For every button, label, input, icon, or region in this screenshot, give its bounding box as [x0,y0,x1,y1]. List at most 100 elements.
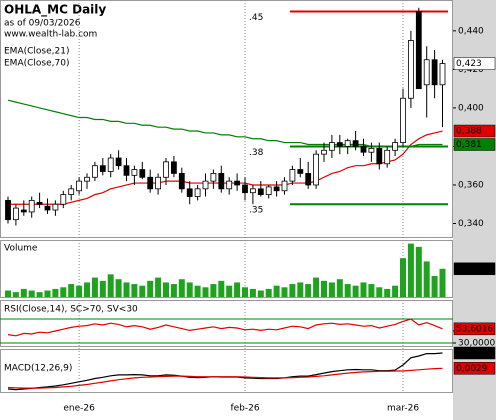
volume-bar [313,277,320,297]
rsi-frame [0,300,453,347]
level-label: .35 [249,206,263,216]
candle-body [431,59,438,86]
volume-bar [155,277,162,297]
candle-body [68,188,75,196]
value-box [453,346,496,360]
volume-bar [344,284,351,297]
y-tick-label: 0,420 [458,65,484,75]
volume-bar [328,282,335,297]
volume-bar [147,280,154,297]
value-label: 17,44 M [456,264,492,274]
candle-body [242,184,248,194]
candle-body [226,180,233,190]
candle-body [297,169,304,174]
volume-bar [400,258,406,297]
candle-body [400,97,406,143]
candle-body [265,186,272,196]
candle-body [249,188,256,194]
volume-bar [352,285,359,297]
volume-bar [281,287,288,297]
volume-bar [336,279,343,297]
volume-bar [439,268,446,297]
candle-body [368,147,375,153]
legend-entry: EMA(Close,21) [4,47,69,57]
volume-bar [12,292,19,297]
y-tick-label: 0,440 [458,26,484,36]
candle-body [178,173,185,190]
candle-body [20,209,27,213]
candle-body [321,149,327,155]
y-tick-label: 0,400 [458,103,484,113]
series-line [7,367,443,389]
volume-bar [44,290,51,297]
volume-bar [376,287,383,297]
volume-bar [431,275,438,297]
value-box [453,362,496,375]
volume-bar [28,290,35,297]
volume-bar [60,287,67,297]
candle-body [44,205,51,211]
volume-bar [76,285,83,297]
volume-bar [265,288,272,297]
volume-bar [415,246,422,297]
candle-body [210,173,217,182]
volume-bar [210,284,217,297]
volume-bar [36,292,43,297]
candle-body [384,149,391,165]
series-line [8,130,443,205]
candle-body [60,194,67,205]
candle-body [28,199,35,213]
volume-bar [234,282,241,297]
value-box [453,138,496,151]
volume-bar [249,288,256,297]
candle-body [155,176,162,190]
candle-body [76,180,82,192]
candle-body [234,180,241,186]
candle-body [5,199,11,221]
y-tick-label: 0,360 [458,180,484,190]
candle-body [407,40,414,99]
candle-body [289,169,296,182]
volume-bar [194,285,201,297]
candle-body [163,161,169,178]
candle-body [415,11,422,90]
candle-body [99,165,106,172]
volume-bar [131,284,138,297]
volume-title: Volume [4,244,38,254]
candle-body [352,140,359,147]
volume-bar [289,284,296,297]
candle-body [423,59,430,86]
candle-body [392,142,399,151]
candle-body [84,176,90,182]
volume-frame [0,240,453,298]
series-line [7,99,443,148]
source: www.wealth-lab.com [4,30,97,40]
volume-bar [321,280,327,297]
candle-body [202,180,209,190]
volume-bar [99,280,106,297]
price-frame [0,0,453,238]
volume-bar [107,274,114,297]
value-label: 53,6016 [456,324,493,334]
candle-body [12,207,19,221]
volume-bar [5,290,11,297]
volume-bar [52,288,59,297]
candle-body [123,165,130,176]
volume-bar [242,287,248,297]
candle-body [344,140,351,147]
candle-body [36,201,43,205]
volume-bar [297,282,304,297]
volume-bar [218,280,225,297]
candle-body [336,142,343,147]
candle-body [115,157,122,167]
candle-body [305,173,312,186]
volume-bar [257,290,264,297]
candle-body [257,188,264,196]
legend-entry: EMA(Close,70) [4,59,69,69]
volume-bar [163,282,169,297]
candle-body [281,180,288,192]
x-tick-label: ene-26 [63,404,95,414]
volume-bar [226,285,233,297]
volume-bar [368,284,375,297]
volume-bar [305,284,312,297]
